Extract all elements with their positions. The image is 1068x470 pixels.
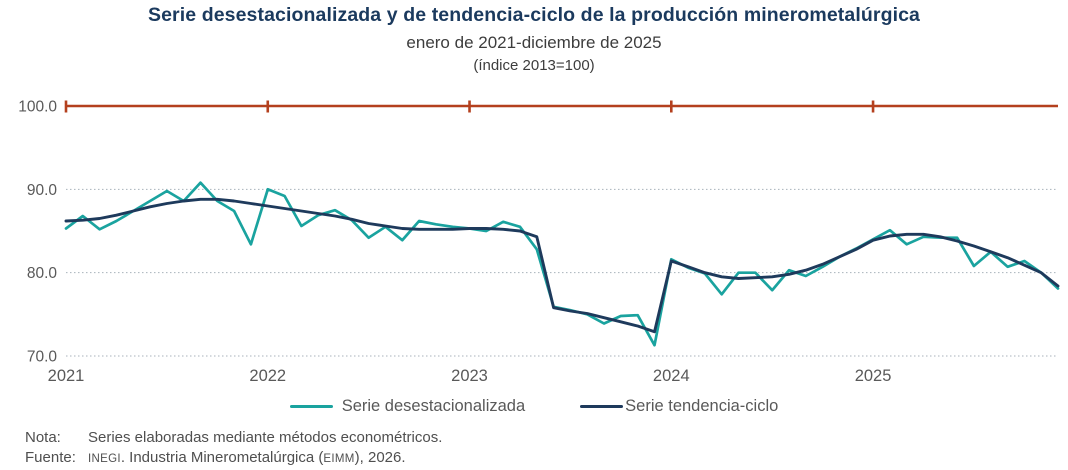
x-axis-year-label: 2024 [653,367,690,385]
chart-subtitle: enero de 2021-diciembre de 2025 [406,33,662,52]
x-axis-year-label: 2025 [855,367,892,385]
footer-nota-text: Series elaboradas mediante métodos econo… [88,429,443,446]
footer-fuente-org: INEGI [88,453,121,465]
y-axis-tick-label: 80.0 [27,265,58,282]
legend-item-tendencia-ciclo: Serie tendencia-ciclo [580,397,778,416]
legend-label-tendencia-ciclo: Serie tendencia-ciclo [625,397,779,415]
footer-fuente-label: Fuente: [25,449,76,466]
x-axis-year-label: 2021 [48,367,85,385]
footer-nota: Nota: Series elaboradas mediante métodos… [25,428,442,448]
y-axis-tick-label: 90.0 [27,182,58,199]
footer-fuente-text: INEGI. Industria Minerometalúrgica (EIMM… [88,448,406,469]
y-axis-tick-label: 70.0 [27,349,58,366]
chart-unit-note: (índice 2013=100) [473,57,595,74]
chart-canvas: 2021 2022 2023 2024 2025 100.0 90.0 80.0 70.0 [18,99,1060,385]
y-axis-tick-label: 100.0 [18,99,57,116]
series-line-desestacionalizada [64,181,1060,347]
chart-footer: Nota: Series elaboradas mediante métodos… [25,428,442,469]
footer-fuente: Fuente: INEGI. Industria Minerometalúrgi… [25,448,442,469]
footer-fuente-mid: . Industria Minerometalúrgica ( [120,449,324,466]
legend-swatch-desestacionalizada-icon [289,405,333,408]
footer-fuente-acronym: EIMM [323,453,355,465]
legend-swatch-tendencia-ciclo-icon [580,405,624,408]
legend-label-desestacionalizada: Serie desestacionalizada [341,397,526,415]
footer-fuente-end: ), 2026. [354,449,406,466]
x-axis-year-label: 2023 [451,367,488,385]
series-line-tendencia-ciclo [64,197,1060,334]
legend-item-desestacionalizada: Serie desestacionalizada [289,397,526,416]
x-axis-year-label: 2022 [249,367,286,385]
chart-legend: Serie desestacionalizada Serie tendencia… [0,397,1068,416]
page-title: Serie desestacionalizada y de tendencia-… [147,4,920,26]
footer-nota-label: Nota: [25,429,61,446]
